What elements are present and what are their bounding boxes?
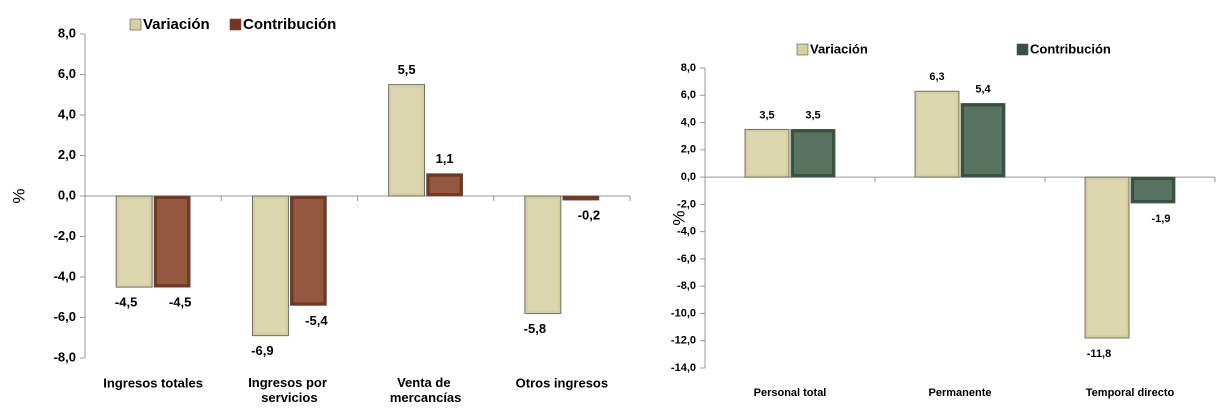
- y-tick-label: -8,0: [54, 349, 76, 364]
- bar-shine: [748, 132, 786, 175]
- bar: [1130, 176, 1176, 204]
- y-tick-label: 0,0: [681, 171, 696, 183]
- value-label: -5,4: [305, 313, 328, 328]
- y-tick-label: 2,0: [681, 144, 696, 156]
- value-label: 6,3: [929, 71, 944, 83]
- y-tick-label: -4,0: [54, 268, 76, 283]
- bar-shine: [918, 94, 956, 175]
- value-label: -1,9: [1152, 213, 1171, 225]
- value-label: 3,5: [805, 109, 820, 121]
- x-tick-label: Temporal directo: [1086, 387, 1175, 399]
- value-label: -4,5: [115, 295, 137, 310]
- x-tick-label: Permanente: [929, 387, 992, 399]
- y-tick-label: -2,0: [677, 198, 696, 210]
- bar: [153, 195, 191, 288]
- bar: [251, 195, 289, 337]
- x-tick-label: Otros ingresos: [516, 375, 608, 390]
- bar-shine: [794, 132, 832, 175]
- y-tick-label: -8,0: [677, 280, 696, 292]
- y-tick-label: 8,0: [681, 62, 696, 74]
- bar-shine: [1088, 180, 1126, 335]
- x-tick-label: Personal total: [754, 387, 827, 399]
- y-tick-label: -10,0: [671, 307, 696, 319]
- y-tick-label: -14,0: [671, 362, 696, 374]
- value-label: 3,5: [759, 109, 774, 121]
- value-label: 1,1: [436, 151, 454, 166]
- value-label: -0,2: [578, 207, 600, 222]
- legend-swatch: [129, 18, 142, 31]
- y-tick-label: 2,0: [58, 147, 76, 162]
- bar-shine: [391, 87, 422, 193]
- value-label: 5,5: [398, 62, 416, 77]
- bar: [790, 128, 836, 178]
- bar: [744, 128, 790, 178]
- y-tick-label: 6,0: [681, 89, 696, 101]
- x-tick-label: Venta de mercancías: [390, 375, 462, 405]
- bar-shine: [293, 199, 324, 303]
- y-tick-label: 4,0: [681, 116, 696, 128]
- value-label: -5,8: [524, 321, 546, 336]
- value-label: 5,4: [975, 83, 991, 95]
- bar: [388, 84, 426, 197]
- bar: [960, 103, 1006, 178]
- bar-shine: [157, 199, 188, 285]
- bar: [1084, 176, 1130, 339]
- bar: [426, 173, 464, 197]
- y-tick-label: 8,0: [58, 25, 76, 40]
- bar-shine: [429, 176, 460, 193]
- bar: [115, 195, 153, 288]
- bar-shine: [1134, 180, 1172, 200]
- x-tick-label: Ingresos totales: [103, 375, 203, 390]
- bar: [289, 195, 327, 306]
- legend-label: Variación: [810, 41, 868, 56]
- y-tick-label: 4,0: [58, 106, 76, 121]
- value-label: -4,5: [169, 295, 191, 310]
- legend-label: Contribución: [243, 16, 336, 33]
- y-tick-label: -12,0: [671, 335, 696, 347]
- y-tick-label: 0,0: [58, 187, 76, 202]
- legend-label: Contribución: [1030, 41, 1111, 56]
- y-tick-label: -2,0: [54, 228, 76, 243]
- bar: [914, 90, 960, 178]
- value-label: -11,8: [1087, 348, 1111, 360]
- bar-shine: [119, 199, 150, 285]
- bar-shine: [255, 199, 286, 333]
- bar: [562, 195, 600, 201]
- x-tick-label: Ingresos por servicios: [248, 375, 330, 405]
- y-axis-title: %: [9, 188, 28, 203]
- legend-swatch: [229, 18, 242, 31]
- bar-shine: [964, 106, 1002, 175]
- legend-swatch: [796, 43, 809, 56]
- y-tick-label: 6,0: [58, 66, 76, 81]
- y-tick-label: -6,0: [677, 253, 696, 265]
- legend-swatch: [1016, 43, 1029, 56]
- y-axis-title: %: [669, 210, 688, 225]
- bar-shine: [527, 199, 558, 311]
- legend-label: Variación: [143, 16, 210, 33]
- y-tick-label: -4,0: [677, 226, 696, 238]
- y-tick-label: -6,0: [54, 309, 76, 324]
- value-label: -6,9: [251, 343, 273, 358]
- bar: [524, 195, 562, 314]
